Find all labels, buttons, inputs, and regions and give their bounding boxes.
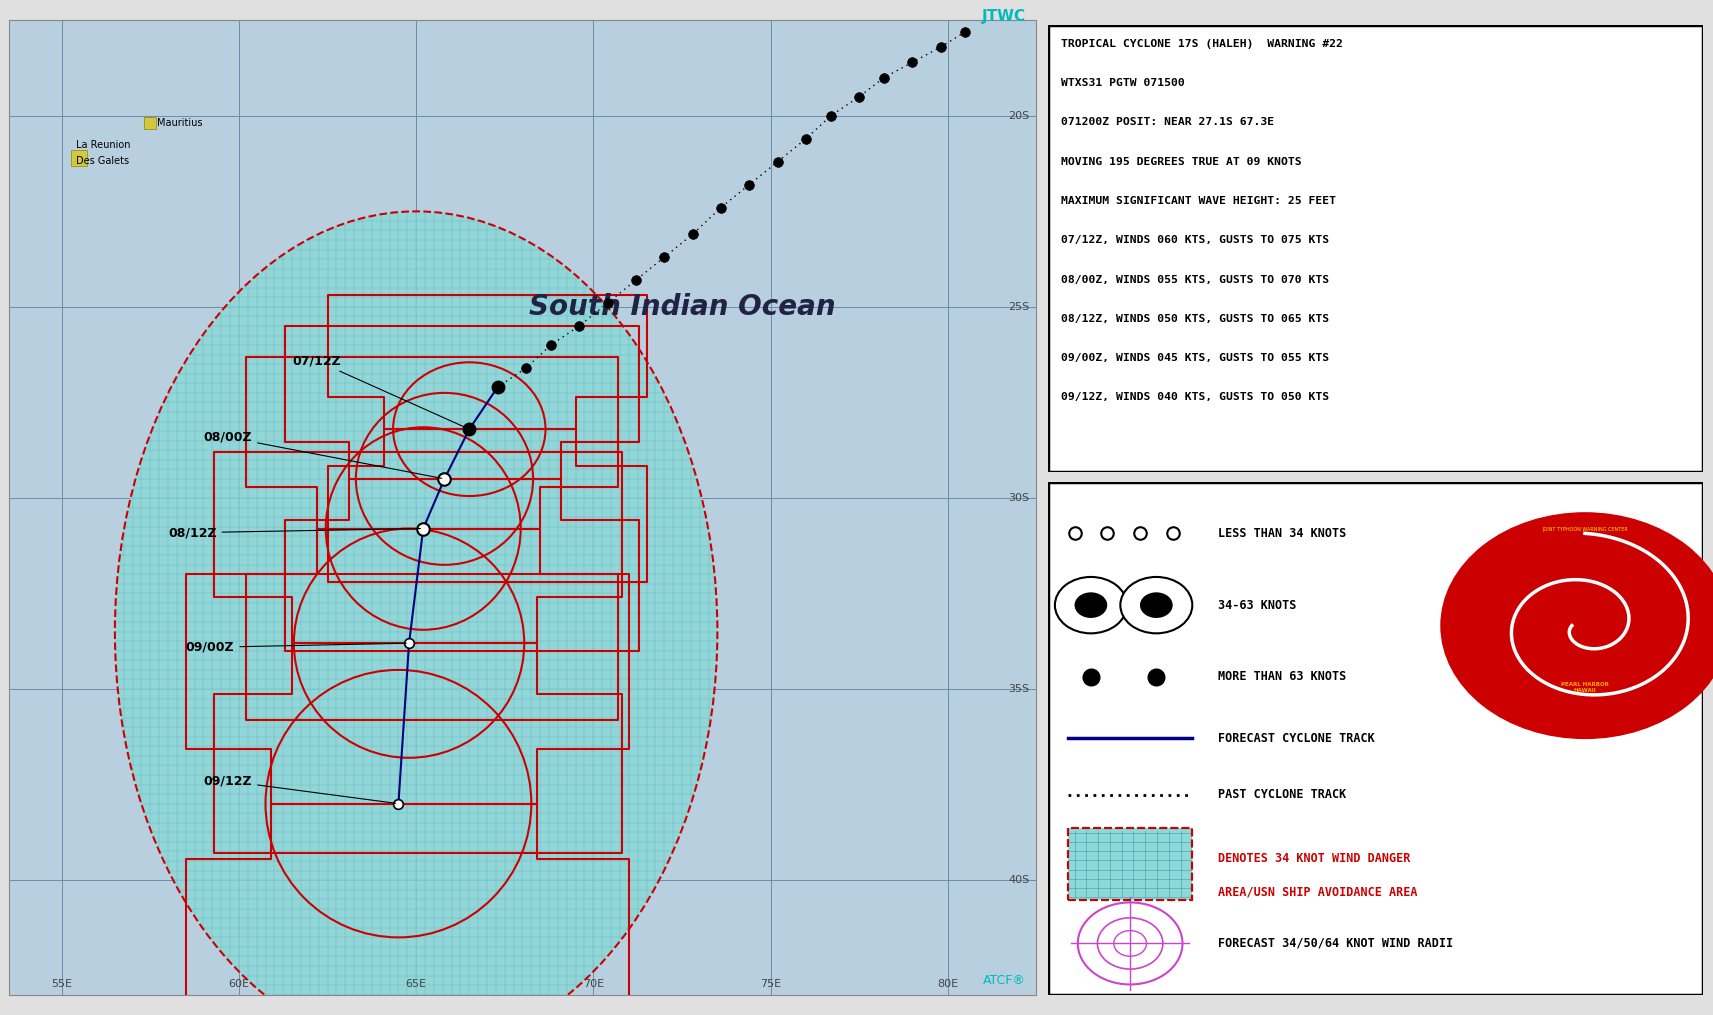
Text: La Reunion: La Reunion bbox=[75, 140, 130, 150]
Text: 07/12Z, WINDS 060 KTS, GUSTS TO 075 KTS: 07/12Z, WINDS 060 KTS, GUSTS TO 075 KTS bbox=[1062, 235, 1329, 246]
Text: ATCF®: ATCF® bbox=[983, 974, 1026, 987]
Text: 09/00Z, WINDS 045 KTS, GUSTS TO 055 KTS: 09/00Z, WINDS 045 KTS, GUSTS TO 055 KTS bbox=[1062, 353, 1329, 363]
Text: JOINT TYPHOON WARNING CENTER: JOINT TYPHOON WARNING CENTER bbox=[1542, 528, 1627, 532]
Text: FORECAST CYCLONE TRACK: FORECAST CYCLONE TRACK bbox=[1218, 732, 1376, 745]
Ellipse shape bbox=[115, 211, 718, 1015]
Text: 70E: 70E bbox=[582, 979, 605, 989]
Bar bbox=[1067, 828, 1192, 900]
Text: 09/12Z, WINDS 040 KTS, GUSTS TO 050 KTS: 09/12Z, WINDS 040 KTS, GUSTS TO 050 KTS bbox=[1062, 393, 1329, 403]
Text: Des Galets: Des Galets bbox=[75, 155, 128, 165]
Text: WTXS31 PGTW 071500: WTXS31 PGTW 071500 bbox=[1062, 78, 1185, 88]
Circle shape bbox=[1074, 593, 1107, 618]
Text: PEARL HARBOR
HAWAII: PEARL HARBOR HAWAII bbox=[1561, 682, 1609, 693]
Text: PAST CYCLONE TRACK: PAST CYCLONE TRACK bbox=[1218, 789, 1346, 801]
Text: 071200Z POSIT: NEAR 27.1S 67.3E: 071200Z POSIT: NEAR 27.1S 67.3E bbox=[1062, 118, 1274, 127]
Text: 55E: 55E bbox=[51, 979, 72, 989]
Bar bbox=[1067, 828, 1192, 900]
Text: JTWC: JTWC bbox=[982, 9, 1026, 23]
Text: 09/00Z: 09/00Z bbox=[185, 640, 406, 654]
Text: South Indian Ocean: South Indian Ocean bbox=[529, 293, 836, 321]
Circle shape bbox=[1139, 593, 1173, 618]
Circle shape bbox=[1055, 577, 1127, 633]
Text: MORE THAN 63 KNOTS: MORE THAN 63 KNOTS bbox=[1218, 670, 1346, 683]
Text: 20S: 20S bbox=[1007, 111, 1030, 121]
Text: 80E: 80E bbox=[937, 979, 958, 989]
Text: 08/00Z, WINDS 055 KTS, GUSTS TO 070 KTS: 08/00Z, WINDS 055 KTS, GUSTS TO 070 KTS bbox=[1062, 275, 1329, 284]
Text: 65E: 65E bbox=[406, 979, 427, 989]
Text: MOVING 195 DEGREES TRUE AT 09 KNOTS: MOVING 195 DEGREES TRUE AT 09 KNOTS bbox=[1062, 156, 1302, 166]
Text: 30S: 30S bbox=[1009, 493, 1030, 503]
Text: 60E: 60E bbox=[228, 979, 250, 989]
Text: MAXIMUM SIGNIFICANT WAVE HEIGHT: 25 FEET: MAXIMUM SIGNIFICANT WAVE HEIGHT: 25 FEET bbox=[1062, 196, 1336, 206]
Text: 09/12Z: 09/12Z bbox=[204, 774, 396, 803]
Text: 07/12Z: 07/12Z bbox=[293, 354, 466, 428]
Text: 25S: 25S bbox=[1007, 301, 1030, 312]
Text: FORECAST 34/50/64 KNOT WIND RADII: FORECAST 34/50/64 KNOT WIND RADII bbox=[1218, 937, 1454, 950]
Text: 08/12Z, WINDS 050 KTS, GUSTS TO 065 KTS: 08/12Z, WINDS 050 KTS, GUSTS TO 065 KTS bbox=[1062, 314, 1329, 324]
Text: 08/00Z: 08/00Z bbox=[204, 430, 442, 478]
Text: 34-63 KNOTS: 34-63 KNOTS bbox=[1218, 599, 1297, 612]
Circle shape bbox=[1441, 513, 1713, 739]
Circle shape bbox=[1120, 577, 1192, 633]
Text: 08/12Z: 08/12Z bbox=[168, 526, 420, 539]
Text: DENOTES 34 KNOT WIND DANGER: DENOTES 34 KNOT WIND DANGER bbox=[1218, 853, 1412, 866]
Text: 40S: 40S bbox=[1007, 875, 1030, 885]
Text: 75E: 75E bbox=[761, 979, 781, 989]
Text: 35S: 35S bbox=[1009, 684, 1030, 694]
Text: AREA/USN SHIP AVOIDANCE AREA: AREA/USN SHIP AVOIDANCE AREA bbox=[1218, 886, 1418, 898]
Text: LESS THAN 34 KNOTS: LESS THAN 34 KNOTS bbox=[1218, 527, 1346, 540]
Text: TROPICAL CYCLONE 17S (HALEH)  WARNING #22: TROPICAL CYCLONE 17S (HALEH) WARNING #22 bbox=[1062, 39, 1343, 49]
Text: Mauritius: Mauritius bbox=[158, 119, 202, 129]
